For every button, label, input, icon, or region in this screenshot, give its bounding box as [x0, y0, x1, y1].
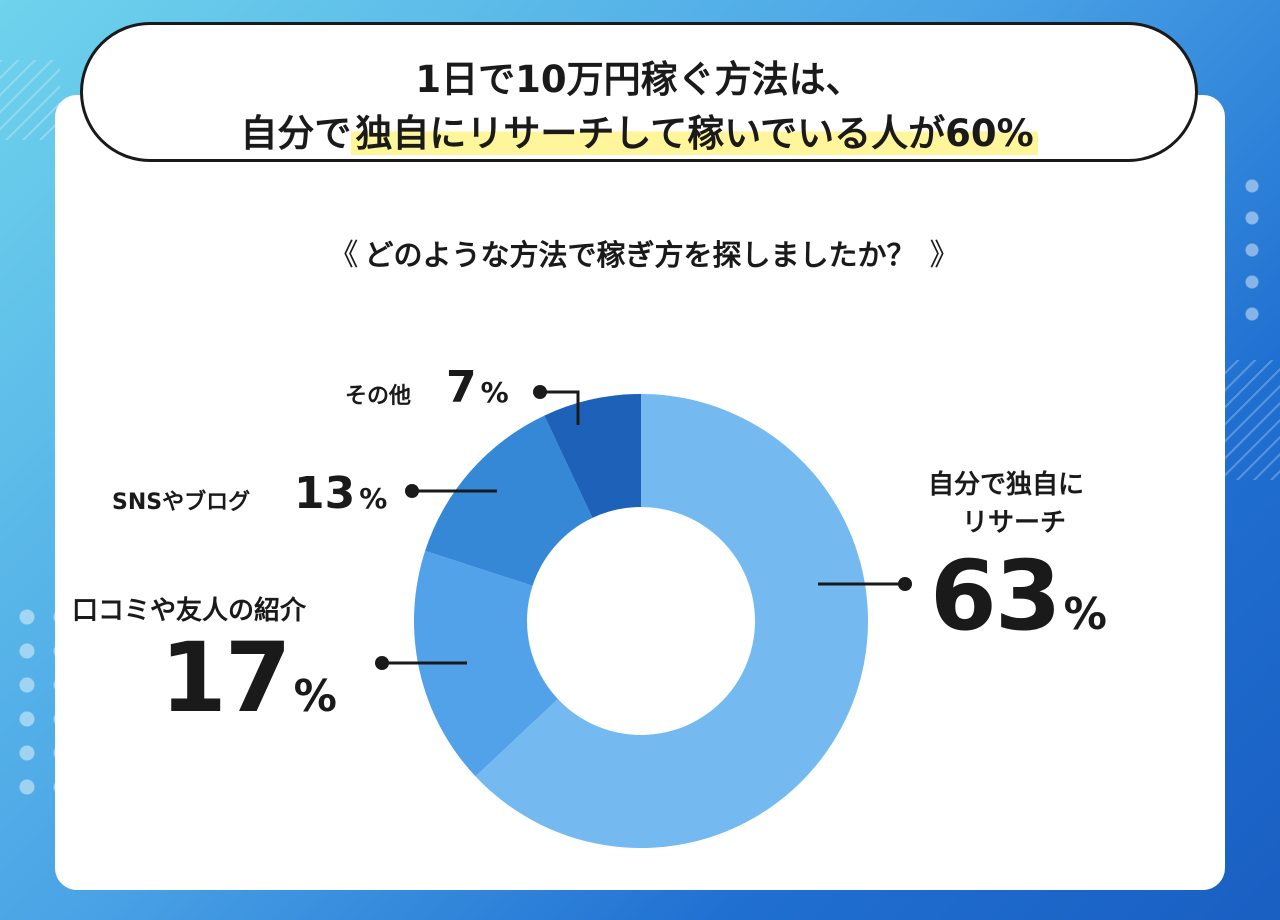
value-referral-number: 17	[160, 622, 292, 734]
value-sns: 13%	[294, 468, 387, 519]
label-research-line2: リサーチ	[962, 508, 1067, 538]
title-highlight: 独自にリサーチして稼いでいる人が60%	[351, 112, 1038, 155]
label-research-line1: 自分で独自に	[928, 470, 1085, 500]
decor-dots-right	[1236, 170, 1276, 330]
leader-dot-other	[533, 385, 547, 399]
value-research-unit: %	[1063, 590, 1107, 640]
value-other: 7%	[446, 362, 509, 413]
slice-other	[544, 394, 641, 518]
label-other: その他	[345, 384, 412, 409]
title-box: 1日で10万円稼ぐ方法は、 自分で 独自にリサーチして稼いでいる人が60%	[80, 22, 1198, 162]
value-other-number: 7	[446, 362, 477, 413]
leader-dot-sns	[405, 484, 419, 498]
value-sns-number: 13	[294, 468, 356, 519]
slice-research	[475, 394, 868, 848]
decor-stripes-left	[0, 60, 60, 140]
leader-dot-research	[898, 577, 912, 591]
value-research-number: 63	[930, 540, 1062, 652]
value-research: 63%	[930, 540, 1107, 652]
value-referral: 17%	[160, 622, 337, 734]
title-line-2-plain: 自分で	[240, 112, 352, 155]
slice-sns	[425, 415, 593, 586]
label-sns: SNSやブログ	[112, 490, 251, 515]
chart-question: 《どのような方法で稼ぎ方を探しましたか？》	[0, 230, 1280, 274]
label-referral: 口コミや友人の紹介	[72, 596, 307, 626]
value-sns-unit: %	[359, 482, 388, 515]
title-line-2: 自分で 独自にリサーチして稼いでいる人が60%	[83, 103, 1195, 157]
leader-line-other	[540, 390, 580, 425]
leader-dot-referral	[375, 656, 389, 670]
title-line-1: 1日で10万円稼ぐ方法は、	[415, 58, 863, 101]
value-other-unit: %	[480, 376, 509, 409]
slice-referral	[414, 550, 558, 777]
question-text: どのような方法で稼ぎ方を探しましたか？	[364, 238, 916, 272]
decor-stripes-right	[1220, 360, 1280, 480]
value-referral-unit: %	[293, 672, 337, 722]
